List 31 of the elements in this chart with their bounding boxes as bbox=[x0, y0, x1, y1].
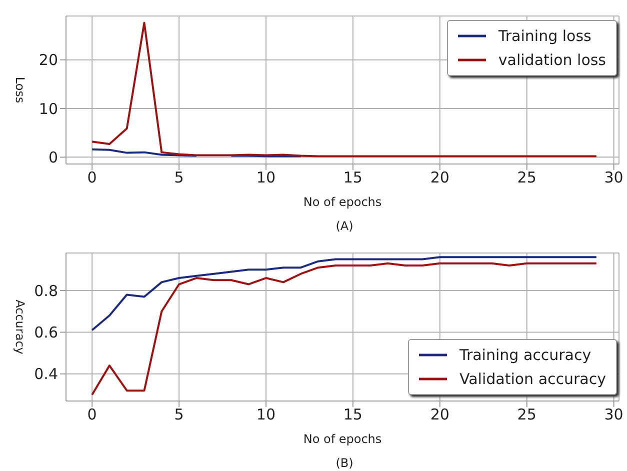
x-tick-label: 25 bbox=[517, 168, 536, 187]
y-tick-label: 0 bbox=[48, 148, 58, 167]
legend-label: Training accuracy bbox=[459, 345, 592, 366]
y-tick-label: 0.8 bbox=[34, 282, 58, 300]
y-axis-title: Accuracy bbox=[13, 300, 27, 354]
line-series bbox=[91, 256, 598, 332]
x-tick-label: 20 bbox=[430, 168, 450, 187]
x-tick-label: 0 bbox=[87, 168, 97, 187]
y-tick-label: 0.4 bbox=[34, 365, 58, 384]
legend-label: Training loss bbox=[498, 26, 592, 47]
text: (B) bbox=[334, 456, 354, 470]
x-tick-label: 10 bbox=[256, 406, 276, 424]
x-tick-label: 25 bbox=[517, 406, 536, 424]
y-axis-title: Loss bbox=[13, 76, 27, 104]
y-tick-label: 0.6 bbox=[34, 324, 58, 342]
x-tick-label: 0 bbox=[87, 406, 97, 424]
x-tick-label: 15 bbox=[343, 168, 362, 187]
x-tick-label: 15 bbox=[343, 406, 362, 424]
x-tick-label: 30 bbox=[604, 406, 624, 424]
legend-label: validation loss bbox=[498, 50, 606, 71]
legend-label: Validation accuracy bbox=[459, 369, 606, 390]
x-tick-label: 10 bbox=[256, 168, 276, 187]
x-tick-label: 5 bbox=[174, 168, 184, 187]
x-tick-label: 5 bbox=[174, 406, 184, 424]
x-axis-title: No of epochs bbox=[303, 432, 382, 446]
text: (A) bbox=[334, 219, 354, 233]
y-tick-label: 10 bbox=[38, 100, 58, 118]
x-tick-label: 30 bbox=[604, 168, 624, 187]
x-axis-title: No of epochs bbox=[303, 195, 382, 209]
y-tick-label: 20 bbox=[38, 51, 58, 70]
x-tick-label: 20 bbox=[430, 406, 450, 424]
